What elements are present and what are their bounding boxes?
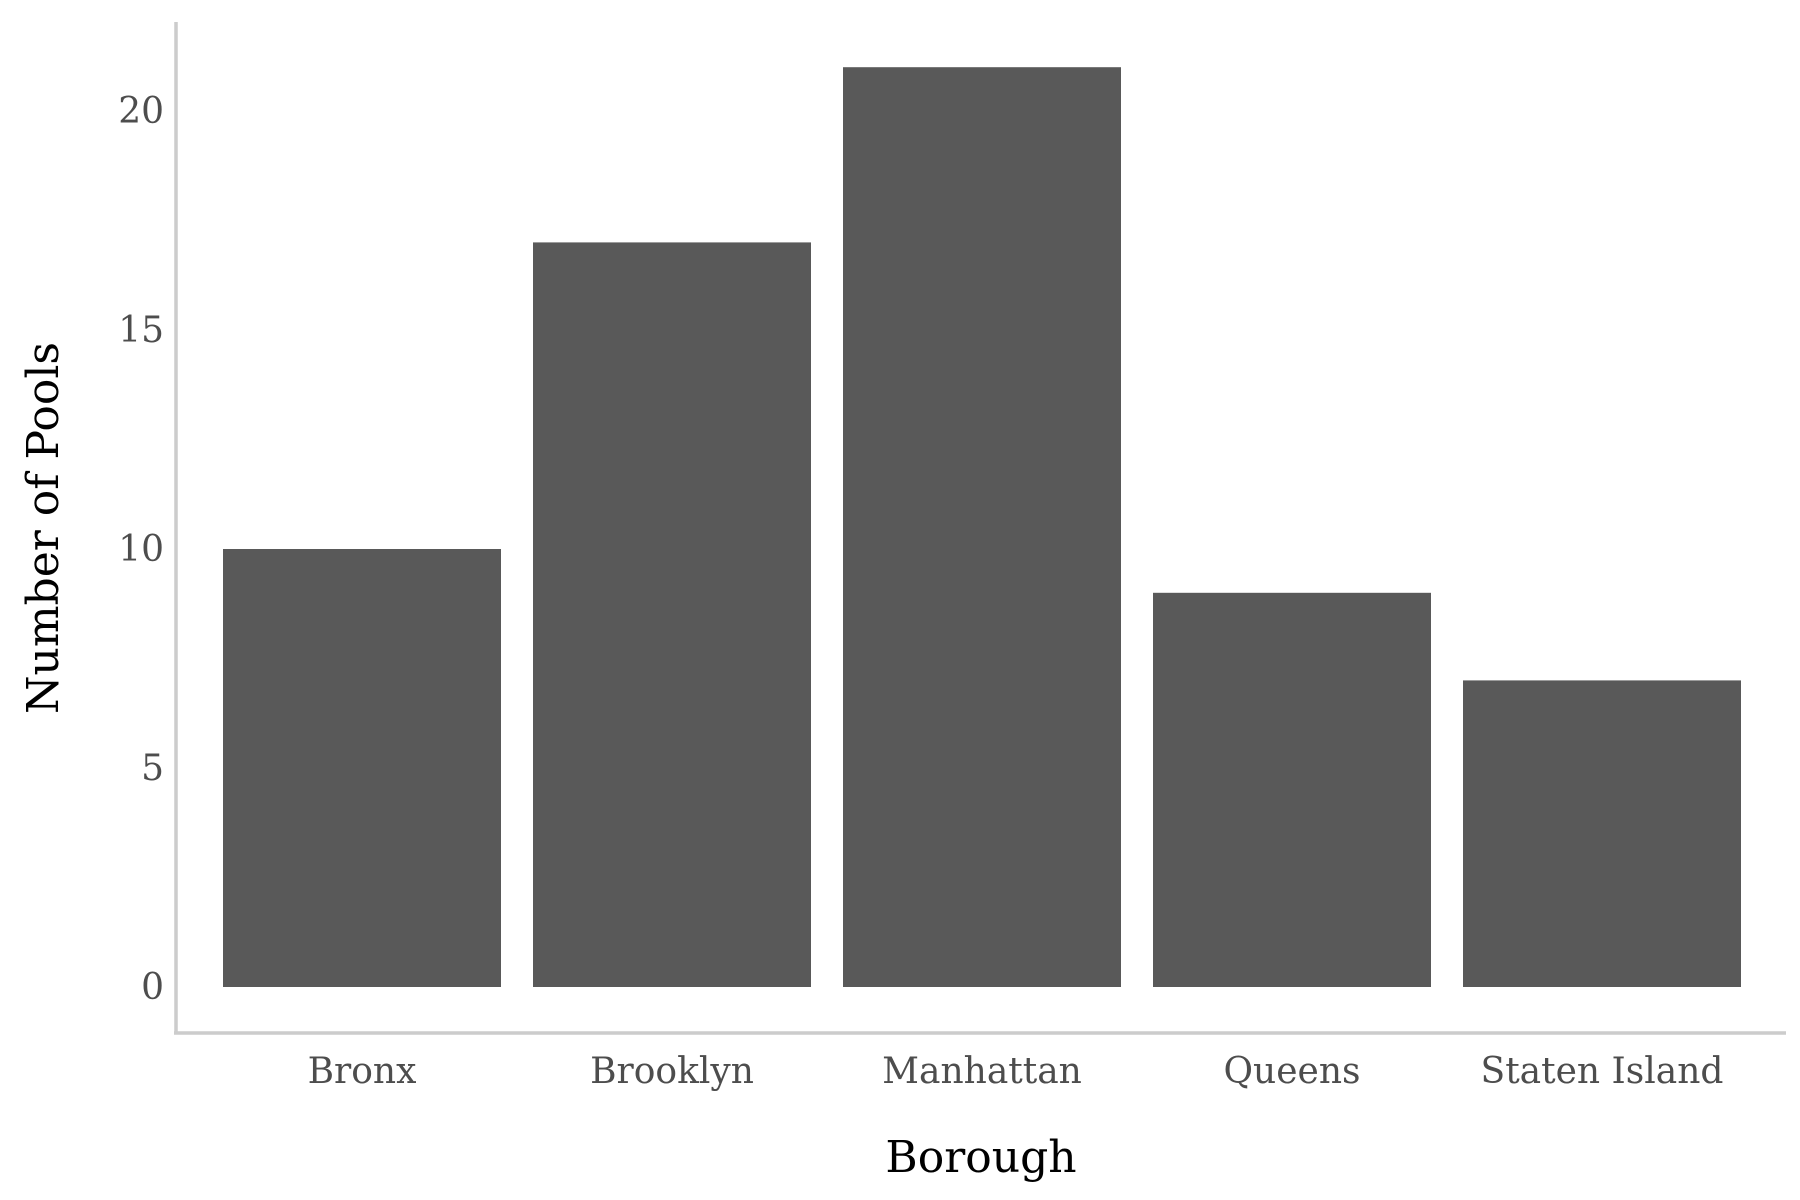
y-tick-label: 5 — [141, 748, 164, 789]
y-tick-label: 20 — [118, 91, 164, 132]
x-tick-label: Bronx — [308, 1051, 417, 1092]
x-tick-label: Staten Island — [1481, 1051, 1724, 1092]
bars-group — [223, 67, 1741, 987]
bar-bronx — [223, 549, 501, 987]
plot-area: 0 5 10 15 20 Bronx Brooklyn Manhattan Queens Sta… — [118, 22, 1786, 1092]
y-tick-label: 0 — [141, 967, 164, 1008]
x-tick-label: Queens — [1224, 1051, 1361, 1092]
x-tick-labels: Bronx Brooklyn Manhattan Queens Staten Islan… — [308, 1051, 1724, 1092]
x-tick-label: Manhattan — [882, 1051, 1082, 1092]
y-tick-label: 10 — [118, 529, 164, 570]
bar-manhattan — [843, 67, 1121, 987]
y-tick-label: 15 — [118, 310, 164, 351]
x-axis-title: Borough — [885, 1132, 1076, 1183]
bar-queens — [1153, 592, 1431, 987]
x-tick-label: Brooklyn — [590, 1051, 754, 1092]
y-tick-labels: 0 5 10 15 20 — [118, 91, 164, 1008]
bar-staten-island — [1463, 680, 1741, 987]
y-axis-title: Number of Pools — [18, 342, 69, 714]
bar-brooklyn — [533, 242, 811, 987]
